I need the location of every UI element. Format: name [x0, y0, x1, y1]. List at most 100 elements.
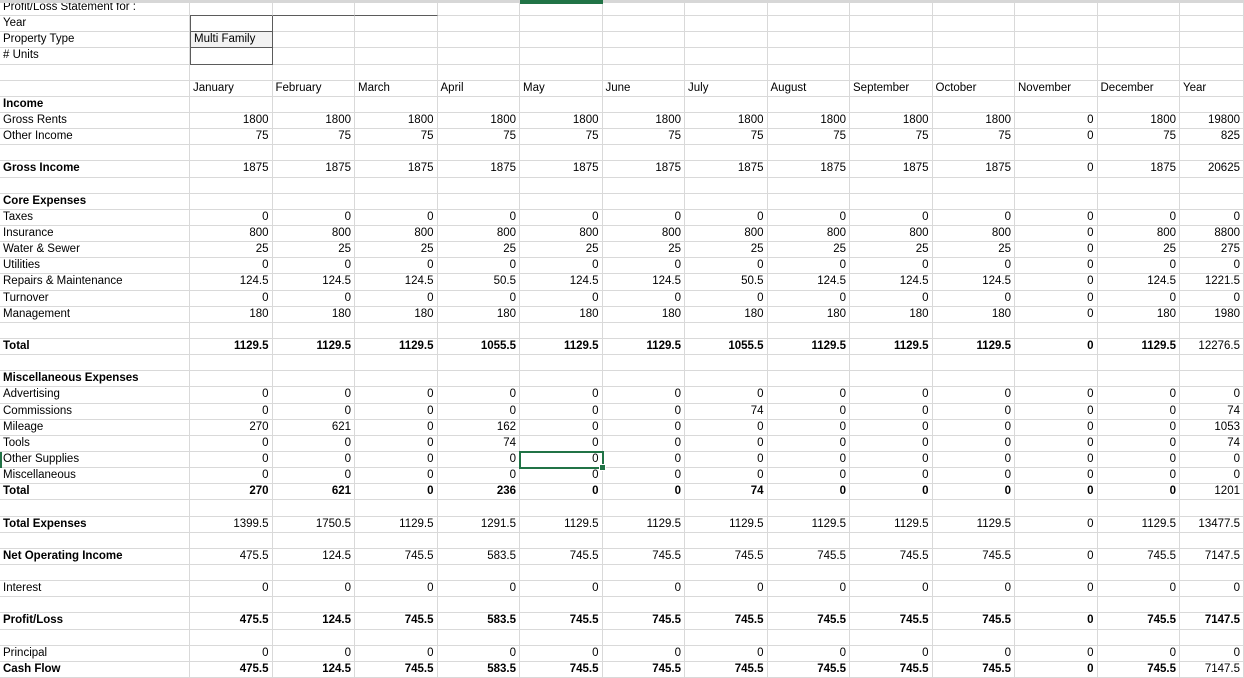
cell-gross-income-december[interactable]: 1875 [1097, 161, 1180, 178]
form-input-profit-loss-statement-for-ext[interactable] [355, 0, 438, 17]
cell-commissions-september[interactable]: 0 [850, 403, 933, 420]
cell-gross-income-march[interactable]: 1875 [355, 161, 438, 178]
cell-r34c2[interactable] [272, 532, 355, 549]
cell-interest-december[interactable]: 0 [1097, 581, 1180, 598]
cell-total-expenses-august[interactable]: 1129.5 [767, 516, 850, 533]
cell-total-march[interactable]: 0 [355, 484, 438, 501]
cell-insurance-july[interactable]: 800 [685, 225, 768, 243]
cell-r5c8[interactable] [767, 64, 850, 81]
row-label-tools[interactable]: Tools [0, 435, 190, 452]
cell-advertising-january[interactable]: 0 [190, 387, 273, 404]
cell-r21c9[interactable] [850, 322, 933, 339]
cell-r32c13[interactable] [1180, 500, 1244, 517]
cell-taxes-march[interactable]: 0 [355, 209, 438, 226]
cell-tools-july[interactable]: 0 [685, 435, 768, 452]
cell-mileage-december[interactable]: 0 [1097, 419, 1180, 436]
cell-other-income-april[interactable]: 75 [437, 129, 520, 146]
cell-advertising-february[interactable]: 0 [272, 387, 355, 404]
cell-r23c8[interactable] [767, 355, 850, 372]
cell-tools-june[interactable]: 0 [602, 435, 685, 452]
cell-r3c4[interactable] [437, 32, 520, 49]
cell-other-income-march[interactable]: 75 [355, 129, 438, 146]
cell-r21c11[interactable] [1015, 322, 1098, 339]
cell-r23c0[interactable] [0, 355, 190, 372]
cell-advertising-may[interactable]: 0 [520, 387, 603, 404]
cell-r23c4[interactable] [437, 355, 520, 372]
cell-r32c4[interactable] [437, 500, 520, 517]
cell-water-sewer-december[interactable]: 25 [1097, 242, 1180, 259]
cell-r2c6[interactable] [602, 16, 685, 33]
cell-total-expenses-year[interactable]: 13477.5 [1180, 516, 1244, 533]
cell-gross-income-july[interactable]: 1875 [685, 161, 768, 178]
cell-taxes-november[interactable]: 0 [1015, 209, 1098, 226]
form-input-profit-loss-statement-for-ext[interactable] [272, 0, 355, 17]
cell-utilities-november[interactable]: 0 [1015, 258, 1098, 275]
cell-net-operating-income-november[interactable]: 0 [1015, 548, 1098, 565]
cell-repairs-maintenance-december[interactable]: 124.5 [1097, 274, 1180, 291]
fill-handle-icon[interactable] [598, 464, 606, 472]
cell-insurance-june[interactable]: 800 [602, 225, 685, 243]
cell-r12c12[interactable] [1097, 177, 1180, 194]
cell-r1c4[interactable] [437, 0, 520, 17]
cell-repairs-maintenance-july[interactable]: 50.5 [685, 274, 768, 291]
cell-principal-may[interactable]: 0 [520, 645, 603, 662]
cell-turnover-april[interactable]: 0 [437, 290, 520, 307]
cell-r13c7[interactable] [685, 193, 768, 210]
cell-r12c4[interactable] [437, 177, 520, 194]
cell-r21c4[interactable] [437, 322, 520, 339]
cell-r23c3[interactable] [355, 355, 438, 372]
cell-r36c4[interactable] [437, 564, 520, 582]
cell-r13c10[interactable] [932, 193, 1015, 210]
cell-total-december[interactable]: 0 [1097, 484, 1180, 501]
cell-r13c3[interactable] [355, 193, 438, 210]
cell-repairs-maintenance-june[interactable]: 124.5 [602, 274, 685, 291]
cell-r5c9[interactable] [850, 64, 933, 81]
cell-principal-march[interactable]: 0 [355, 645, 438, 662]
cell-total-january[interactable]: 1129.5 [190, 338, 273, 356]
cell-r4c4[interactable] [437, 48, 520, 65]
cell-r36c8[interactable] [767, 564, 850, 582]
cell-turnover-march[interactable]: 0 [355, 290, 438, 307]
cell-advertising-july[interactable]: 0 [685, 387, 768, 404]
cell-r21c1[interactable] [190, 322, 273, 339]
cell-r7c2[interactable] [272, 96, 355, 113]
cell-r12c8[interactable] [767, 177, 850, 194]
cell-water-sewer-november[interactable]: 0 [1015, 242, 1098, 259]
cell-taxes-december[interactable]: 0 [1097, 209, 1180, 226]
cell-insurance-november[interactable]: 0 [1015, 225, 1098, 243]
cell-total-september[interactable]: 0 [850, 484, 933, 501]
cell-water-sewer-march[interactable]: 25 [355, 242, 438, 259]
cell-tools-february[interactable]: 0 [272, 435, 355, 452]
cell-repairs-maintenance-april[interactable]: 50.5 [437, 274, 520, 291]
cell-profit-loss-june[interactable]: 745.5 [602, 613, 685, 630]
cell-taxes-october[interactable]: 0 [932, 209, 1015, 226]
cell-total-may[interactable]: 1129.5 [520, 338, 603, 356]
cell-r13c8[interactable] [767, 193, 850, 210]
col-header-year[interactable]: Year [1180, 80, 1244, 97]
cell-utilities-april[interactable]: 0 [437, 258, 520, 275]
cell-total-year[interactable]: 1201 [1180, 484, 1244, 501]
cell-r34c13[interactable] [1180, 532, 1244, 549]
cell-r3c7[interactable] [685, 32, 768, 49]
cell-r2c5[interactable] [520, 16, 603, 33]
cell-utilities-december[interactable]: 0 [1097, 258, 1180, 275]
cell-gross-income-april[interactable]: 1875 [437, 161, 520, 178]
cell-r34c3[interactable] [355, 532, 438, 549]
cell-r10c13[interactable] [1180, 145, 1244, 162]
cell-r7c8[interactable] [767, 96, 850, 113]
cell-r4c2[interactable] [272, 48, 355, 65]
cell-r5c6[interactable] [602, 64, 685, 81]
cell-total-june[interactable]: 1129.5 [602, 338, 685, 356]
row-label-profit-loss[interactable]: Profit/Loss [0, 613, 190, 630]
col-header-december[interactable]: December [1097, 80, 1180, 97]
cell-utilities-june[interactable]: 0 [602, 258, 685, 275]
cell-management-september[interactable]: 180 [850, 306, 933, 323]
row-label-other-supplies[interactable]: Other Supplies [0, 451, 190, 469]
cell-r12c6[interactable] [602, 177, 685, 194]
cell-commissions-december[interactable]: 0 [1097, 403, 1180, 420]
cell-r5c0[interactable] [0, 64, 190, 81]
cell-utilities-july[interactable]: 0 [685, 258, 768, 275]
cell-principal-october[interactable]: 0 [932, 645, 1015, 662]
cell-water-sewer-year[interactable]: 275 [1180, 242, 1244, 259]
cell-net-operating-income-september[interactable]: 745.5 [850, 548, 933, 565]
